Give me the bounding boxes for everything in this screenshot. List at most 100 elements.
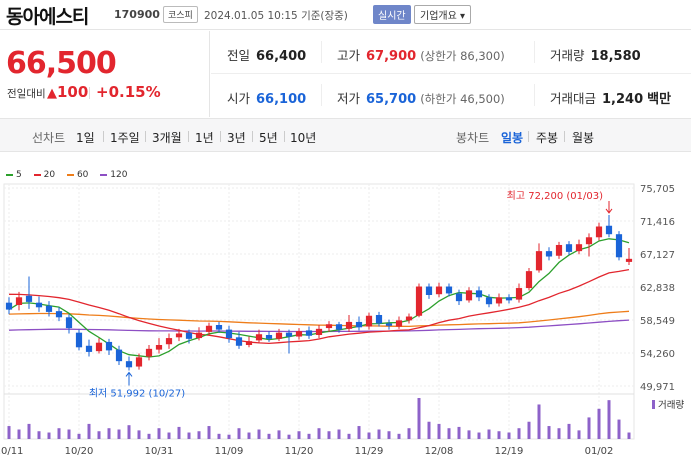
- ma60-line: [8, 310, 630, 328]
- prev-close-label: 전일: [227, 48, 251, 63]
- candle-body: [475, 290, 483, 298]
- legend-label: 120: [110, 170, 128, 180]
- y-tick-label: 58,549: [640, 316, 675, 327]
- upper-limit: (상한가 86,300): [420, 49, 505, 63]
- legend-swatch: [6, 173, 13, 176]
- company-overview-dropdown[interactable]: 기업개요 ▾: [414, 5, 472, 24]
- volume-bar: [337, 429, 341, 439]
- volume-bar: [527, 421, 531, 439]
- candle-body: [215, 324, 223, 330]
- period-3m[interactable]: 3개월: [152, 131, 182, 145]
- period-1w[interactable]: 1주일: [110, 131, 140, 145]
- volume-bar: [297, 431, 301, 439]
- candle-body: [435, 286, 443, 295]
- open-price-label: 시가: [227, 91, 251, 106]
- volume-label: 거래량: [550, 48, 585, 63]
- volume-bar: [227, 434, 231, 439]
- candle-body: [305, 330, 313, 336]
- candle-body: [515, 288, 523, 300]
- quote-time: 2024.01.05 10:15 기준(장중): [204, 8, 348, 23]
- candle-body: [285, 332, 293, 337]
- chevron-down-icon: ▾: [460, 11, 466, 22]
- volume-bar: [17, 429, 21, 439]
- realtime-button[interactable]: 실시간: [373, 5, 411, 24]
- candle-body: [175, 333, 183, 338]
- open-price: 시가 66,100: [227, 88, 306, 107]
- candle-body: [65, 317, 73, 329]
- company-overview-label: 기업개요: [420, 11, 457, 22]
- candle-daily[interactable]: 일봉: [501, 131, 524, 145]
- legend-ma5: 5: [6, 170, 22, 180]
- volume-bar: [137, 430, 141, 439]
- period-3y[interactable]: 3년: [227, 131, 246, 145]
- x-tick-label: 11/09: [215, 446, 244, 457]
- volume-bar: [587, 417, 591, 439]
- volume-bar: [557, 428, 561, 439]
- candle-monthly[interactable]: 월봉: [572, 131, 595, 145]
- low-annotation: 최저 51,992 (10/27): [89, 387, 185, 399]
- period-1y[interactable]: 1년: [195, 131, 214, 145]
- low-arrow-icon: [125, 371, 133, 386]
- volume-bar: [87, 423, 91, 439]
- period-5y[interactable]: 5년: [259, 131, 278, 145]
- volume-bar: [27, 423, 31, 439]
- volume-bar: [197, 431, 201, 439]
- divider: [321, 84, 322, 106]
- candlestick-chart[interactable]: 75,705 71,416 67,127 62,838 58,549 54,260 49,9…: [0, 166, 691, 463]
- divider: [284, 131, 285, 142]
- plot-frame: [3, 183, 635, 440]
- high-annotation: 최고 72,200 (01/03): [507, 190, 603, 202]
- divider: [103, 131, 104, 142]
- volume-bar: [57, 428, 61, 439]
- legend-label: 5: [16, 170, 22, 180]
- volume-bar: [187, 432, 191, 439]
- divider: [89, 87, 90, 99]
- legend-swatch: [33, 173, 41, 176]
- candle-body: [75, 332, 83, 348]
- open-price-value: 66,100: [256, 92, 307, 107]
- candle-body: [315, 328, 323, 335]
- candle-body: [255, 334, 263, 341]
- high-arrow-icon: [605, 200, 613, 214]
- candle-body: [335, 324, 343, 330]
- volume-bar: [317, 428, 321, 439]
- x-tick-label: 10/31: [145, 446, 174, 457]
- market-badge: 코스피: [163, 6, 198, 23]
- volume-bar: [597, 408, 601, 439]
- volume-bar: [497, 431, 501, 439]
- candle-body: [465, 290, 473, 301]
- candle-body: [15, 297, 23, 305]
- candle-body: [205, 325, 213, 332]
- stats-row: 시가 66,100 저가 65,700 (하한가 46,500) 거래대금 1,240 백…: [211, 74, 691, 117]
- volume: 거래량 18,580: [550, 45, 641, 64]
- divider: [188, 131, 189, 142]
- candle-body: [625, 258, 633, 262]
- volume-bar: [377, 429, 381, 439]
- legend-swatch: [66, 173, 74, 176]
- up-triangle-icon: ▲: [47, 86, 57, 101]
- stock-header: 동아에스티 170900 코스피 2024.01.05 10:15 기준(장중)…: [0, 0, 691, 30]
- candle-body: [415, 286, 423, 316]
- legend-label: 20: [43, 170, 56, 180]
- x-tick-label: 01/02: [585, 446, 614, 457]
- volume-bar: [237, 428, 241, 439]
- candle-body: [225, 329, 233, 339]
- candle-body: [585, 237, 593, 245]
- x-tick-label: 12/08: [425, 446, 454, 457]
- period-10y[interactable]: 10년: [290, 131, 317, 145]
- volume-bar: [567, 423, 571, 439]
- candle-body: [235, 337, 243, 346]
- trading-amount-unit: 백만: [647, 92, 672, 107]
- x-tick-label: 12/19: [495, 446, 524, 457]
- prev-close: 전일 66,400: [227, 45, 306, 64]
- x-tick-label: 11/20: [285, 446, 314, 457]
- candle-body: [455, 293, 463, 302]
- volume-bar: [547, 426, 551, 439]
- legend-swatch: [100, 173, 108, 176]
- high-price-label: 고가: [337, 48, 361, 63]
- period-1d[interactable]: 1일: [76, 131, 95, 145]
- volume-bar: [177, 426, 181, 439]
- x-tick-label: 10/20: [65, 446, 94, 457]
- candle-weekly[interactable]: 주봉: [536, 131, 559, 145]
- volume-bar: [77, 433, 81, 439]
